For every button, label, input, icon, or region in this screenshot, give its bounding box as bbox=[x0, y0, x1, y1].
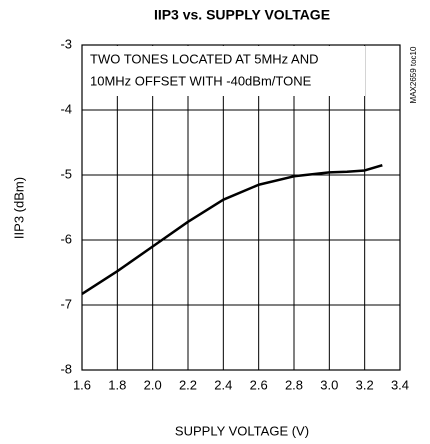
chart-title: IIP3 vs. SUPPLY VOLTAGE bbox=[154, 7, 330, 23]
y-tick-label: -4 bbox=[60, 101, 72, 116]
x-axis-label: SUPPLY VOLTAGE (V) bbox=[175, 423, 309, 438]
y-tick-label: -7 bbox=[60, 296, 72, 311]
side-note: MAX2659 toc10 bbox=[409, 46, 418, 103]
y-tick-label: -3 bbox=[60, 36, 72, 51]
data-line bbox=[81, 164, 383, 296]
y-tick-label: -5 bbox=[60, 166, 72, 181]
x-tick-label: 1.6 bbox=[73, 377, 91, 392]
annotation: 10MHz OFFSET WITH -40dBm/TONE bbox=[90, 73, 312, 88]
x-tick-label: 2.2 bbox=[179, 377, 197, 392]
x-tick-label: 2.0 bbox=[144, 377, 162, 392]
x-tick-label: 2.8 bbox=[285, 377, 303, 392]
x-tick-label: 3.2 bbox=[356, 377, 374, 392]
x-tick-label: 1.8 bbox=[108, 377, 126, 392]
y-tick-label: -8 bbox=[60, 361, 72, 376]
annotation: TWO TONES LOCATED AT 5MHz AND bbox=[90, 51, 319, 66]
y-axis-label: IIP3 (dBm) bbox=[11, 177, 26, 239]
annotation-box bbox=[83, 46, 365, 96]
x-tick-label: 3.0 bbox=[320, 377, 338, 392]
plot-frame bbox=[81, 44, 401, 371]
x-tick-label: 3.4 bbox=[391, 377, 409, 392]
x-tick-label: 2.6 bbox=[250, 377, 268, 392]
x-tick-label: 2.4 bbox=[214, 377, 232, 392]
y-tick-label: -6 bbox=[60, 231, 72, 246]
